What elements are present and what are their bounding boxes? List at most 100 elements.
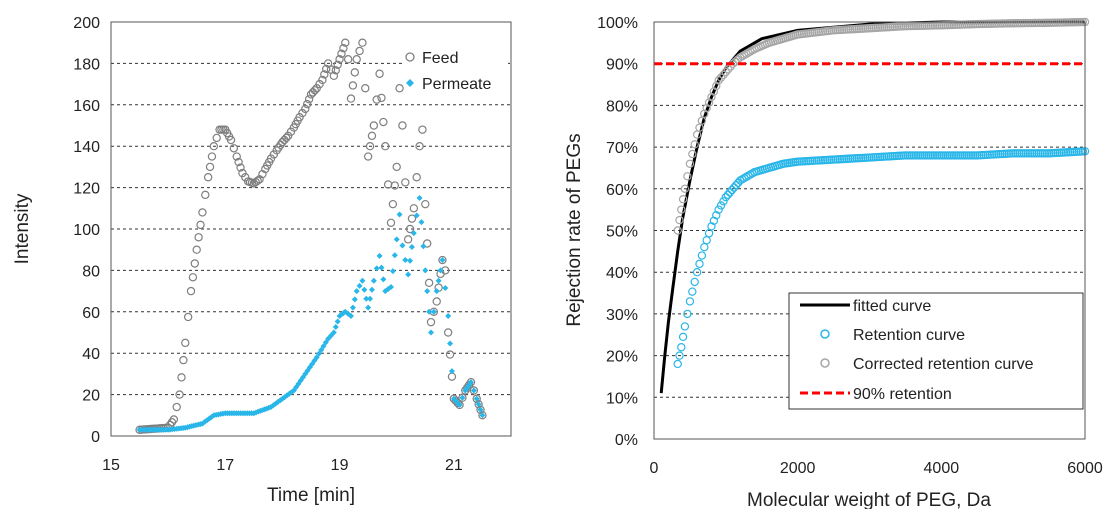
data-point [367,131,377,141]
right-y-axis-label: Rejection rate of PEGs [564,133,585,326]
data-point [238,168,247,178]
data-point [688,287,697,296]
data-point [283,131,293,141]
data-point [724,65,733,74]
data-point [209,141,219,151]
data-point [683,309,692,319]
data-point [470,387,477,394]
data-point [335,55,344,64]
data-point [355,46,364,56]
data-point [339,44,348,53]
data-point [437,267,444,274]
x-tick-label: 6000 [1067,460,1103,477]
data-point [181,338,190,348]
data-point [363,295,370,302]
data-point [673,359,682,369]
data-point [677,205,686,214]
y-tick-label: 100 [73,222,100,239]
data-point [675,215,684,225]
data-point [458,393,467,402]
y-tick-label: 60 [82,305,100,322]
y-tick-label: 180 [73,56,100,73]
data-point [363,152,373,161]
y-tick-label: 0 [91,429,100,446]
data-point [707,222,716,231]
y-tick-label: 90% [606,57,638,74]
data-point [692,268,702,277]
data-point [380,276,387,283]
data-point [408,243,415,250]
data-point [725,188,735,197]
data-point [312,84,321,93]
data-point [295,113,304,122]
data-point [331,66,340,75]
data-point [740,50,749,60]
data-point [712,81,721,91]
data-point [367,295,374,302]
right-y-tick-labels: 0% 10% 20% 30% 40% 50% 60% 70% 80% 90% 100% [597,15,638,449]
data-point [407,257,414,264]
data-point [704,98,714,107]
data-point [330,329,337,336]
y-tick-label: 10% [606,390,638,407]
data-point [742,172,751,182]
y-tick-label: 80 [82,263,100,280]
data-point [707,92,716,102]
data-point [388,199,398,209]
x-tick-label: 21 [445,457,463,474]
data-point [190,259,200,268]
data-point [381,141,390,151]
right-x-tick-labels: 0 2000 4000 6000 [650,460,1103,477]
data-point [375,69,384,78]
data-point [316,350,322,357]
data-point [232,152,241,161]
data-point [421,199,430,209]
data-point [370,277,377,284]
data-point [236,163,245,172]
data-point [680,322,690,331]
data-point [226,135,236,145]
x-tick-label: 4000 [924,460,960,477]
data-point [426,317,436,327]
data-point [313,354,320,361]
data-point [358,38,367,47]
data-point [415,141,424,151]
y-tick-label: 200 [73,15,100,32]
data-point [673,226,682,235]
data-point [390,181,400,190]
data-point [447,340,454,347]
data-point [700,109,709,118]
left-legend-background [404,42,508,104]
legend-corrected-label: Corrected retention curve [853,356,1034,373]
data-point [453,398,462,408]
data-point [675,351,684,360]
data-point [442,284,449,291]
data-point [430,308,437,315]
data-point [179,355,188,365]
data-point [688,149,697,159]
data-point [304,95,314,104]
data-point [697,251,707,260]
data-point [192,245,201,254]
data-point [207,152,217,161]
y-tick-label: 20% [606,349,638,366]
data-point [740,173,749,183]
data-point [685,159,695,168]
y-tick-label: 70% [606,140,638,157]
data-point [318,75,327,85]
legend-ninety-label: 90% retention [853,386,952,403]
data-point [477,406,484,413]
data-point [301,104,310,114]
data-point [422,267,429,274]
data-point [389,268,396,275]
data-point [742,49,751,59]
data-point [744,171,753,180]
legend-permeate-label: Permeate [422,76,491,93]
data-point [729,183,739,192]
data-point [329,71,339,81]
y-tick-label: 140 [73,139,100,156]
data-point [172,402,181,412]
data-point [253,176,262,185]
data-point [448,368,455,375]
data-point [378,264,385,271]
